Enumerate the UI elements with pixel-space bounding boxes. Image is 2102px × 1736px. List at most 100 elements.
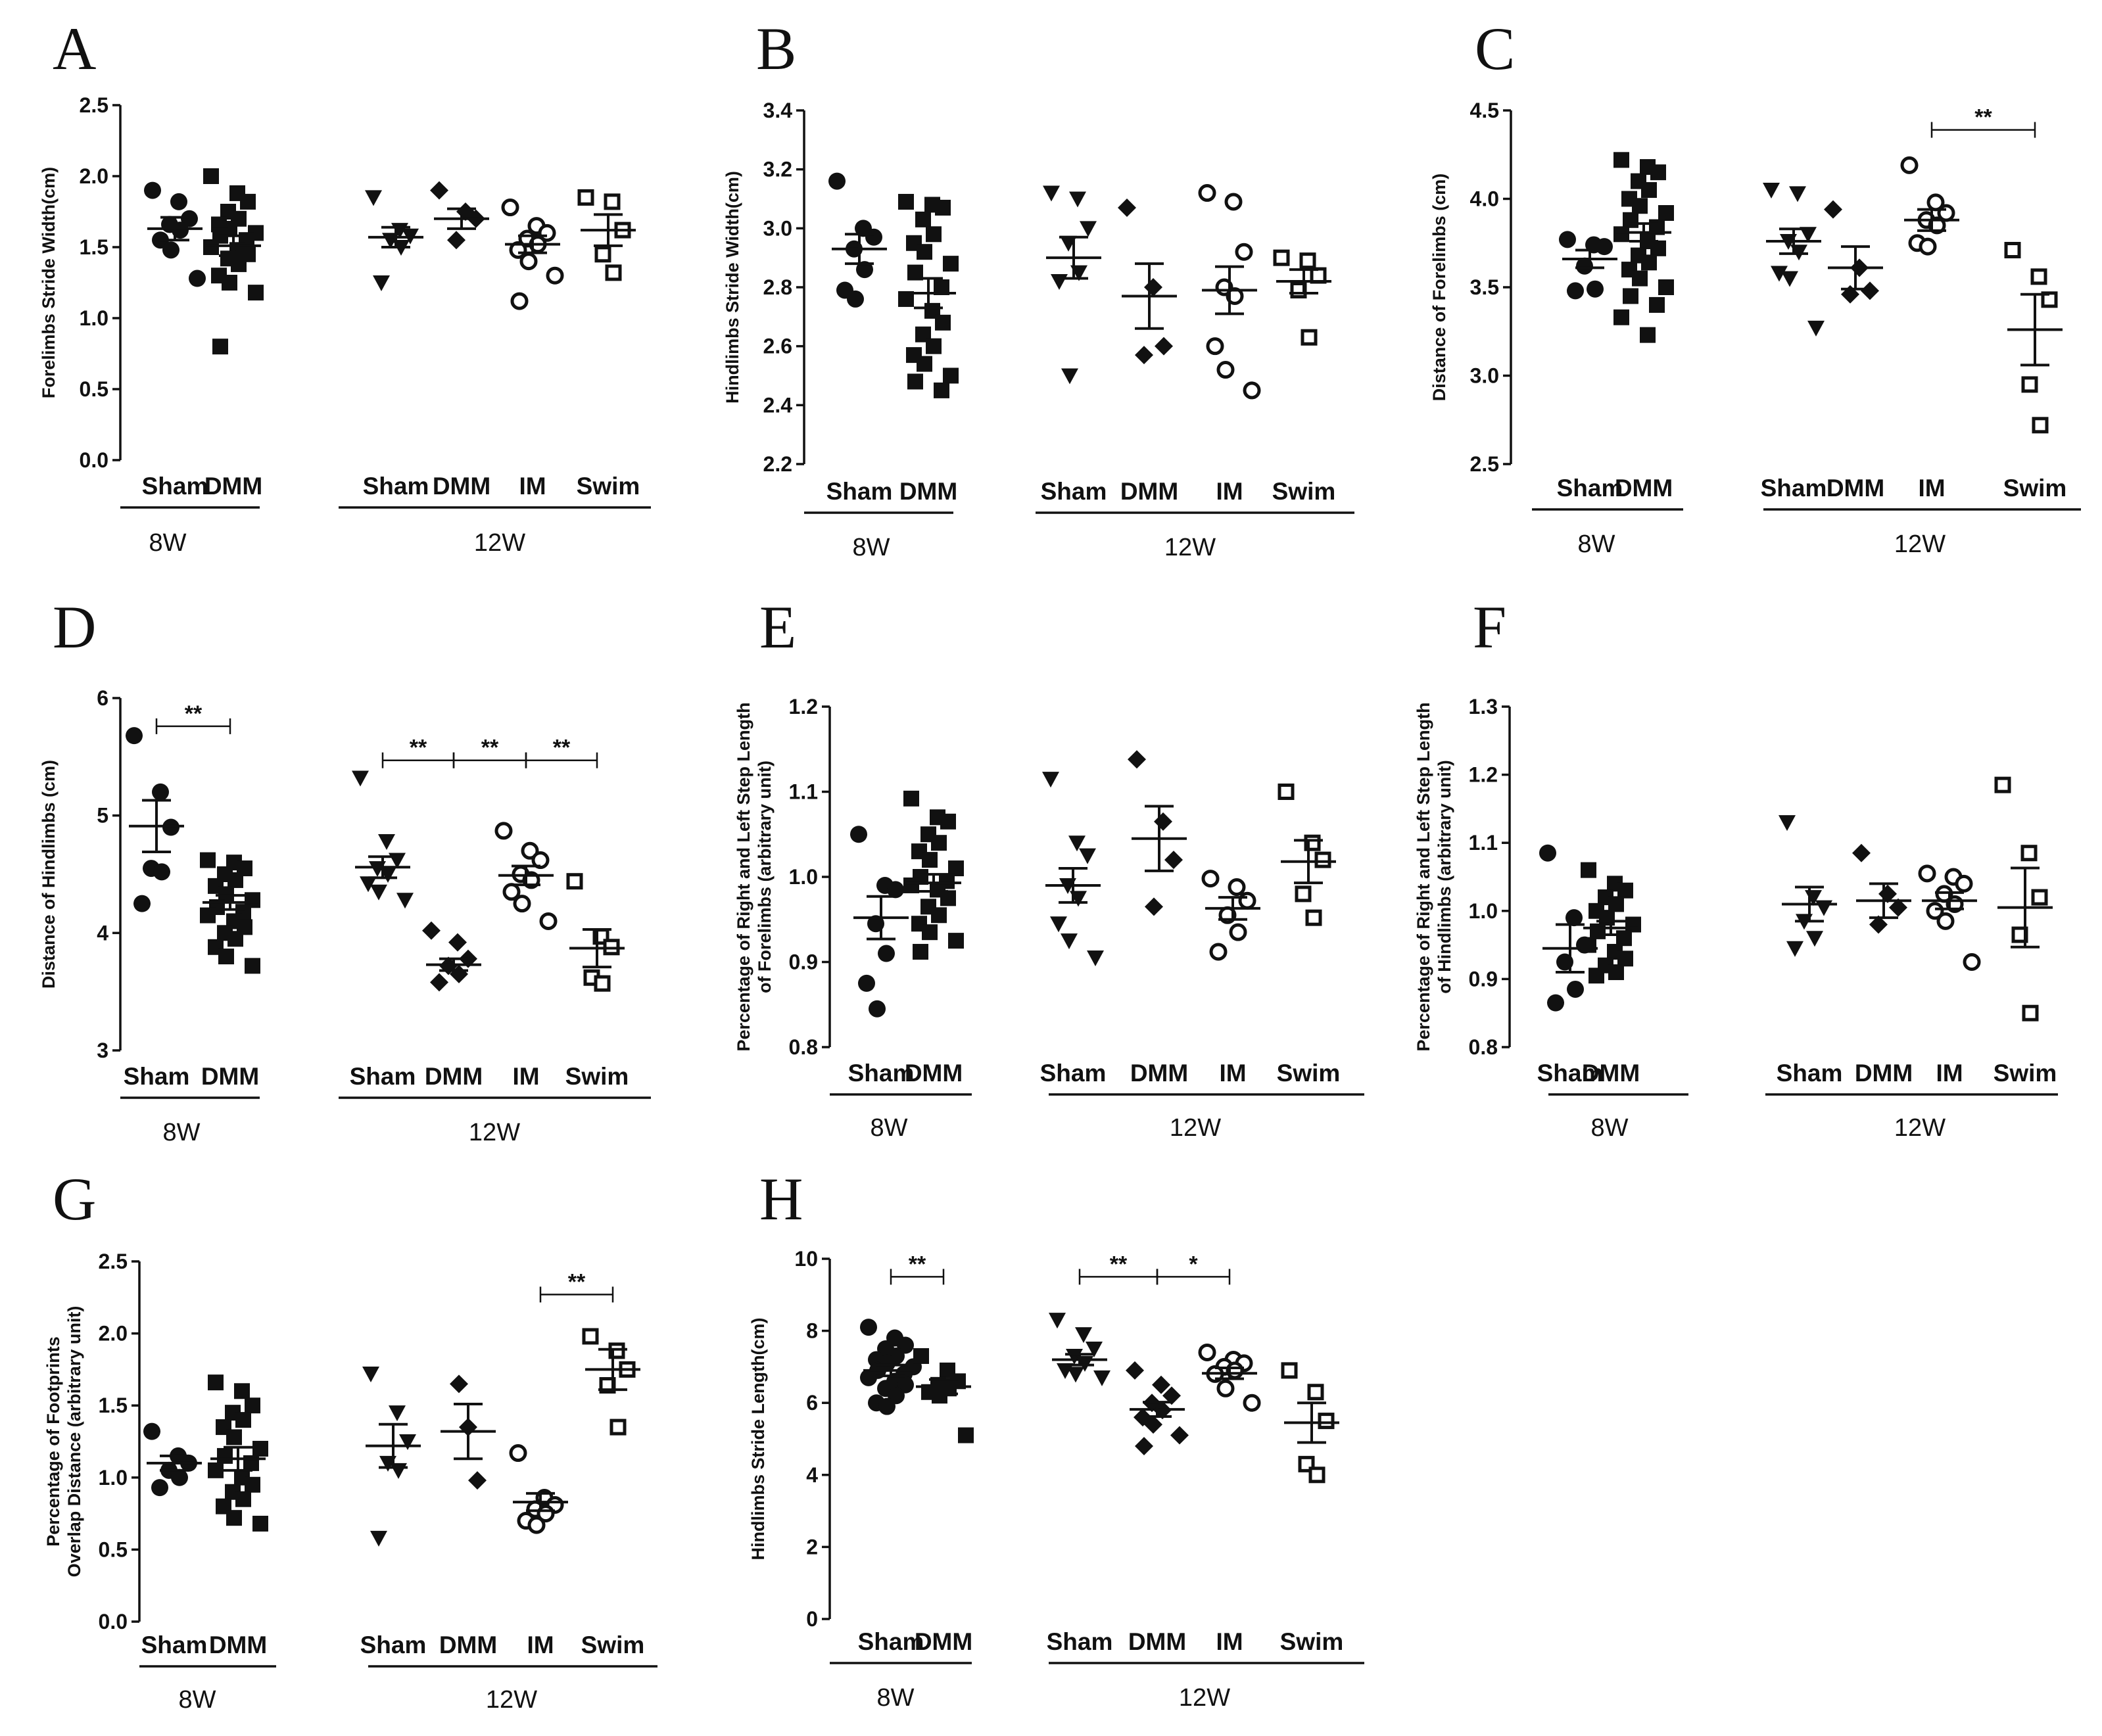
group-label: Swim [1994,1060,2057,1087]
series-swim-12w [566,873,625,992]
data-point [1919,237,1937,256]
group-label: IM [1936,1060,1963,1087]
data-point [1301,329,1318,346]
data-point [1658,279,1674,295]
y-tick-label: 3.2 [763,158,792,181]
group-label: Sham [1047,1628,1113,1655]
data-point [181,210,198,227]
data-point [248,285,264,301]
data-point [577,189,594,206]
data-point [509,1444,527,1463]
y-tick-label: 6 [97,686,108,710]
data-point [2021,376,2038,393]
series-im-12w [1900,156,1959,256]
data-point [1658,205,1674,222]
data-point [212,339,228,355]
panel-letter: C [1475,15,1515,82]
series-swim-12w [1994,776,2053,1021]
data-point [887,881,904,899]
significance-bracket: ** [1930,105,2036,138]
data-point [566,873,583,890]
group-label: Sham [1040,1060,1107,1087]
y-tick-label: 0.8 [789,1035,818,1059]
data-point [1305,909,1322,926]
data-point [1235,243,1253,261]
data-point [948,933,964,949]
group-label: Sham [1761,475,1827,502]
panel-b: B 2.2 2.4 2.6 2.8 3.0 3.2 3.4 Hindlimbs Stride W… [723,15,1354,561]
data-point [1295,885,1312,903]
group-label: DMM [433,473,490,500]
data-point [1617,950,1633,967]
group-label: Swim [1272,478,1336,505]
data-point [208,1374,224,1391]
group-label: DMM [1827,475,1884,502]
data-point [227,931,243,947]
data-point [227,872,243,888]
data-point [1162,1386,1181,1405]
significance-bracket: ** [381,736,455,768]
y-tick-label: 10 [794,1247,818,1271]
data-point [235,1412,251,1428]
data-point [1936,912,1955,930]
data-point [531,851,550,870]
data-point [1067,1367,1084,1383]
data-point [448,933,467,952]
data-point [1581,937,1596,953]
data-point [1596,238,1613,256]
data-point [430,181,448,200]
data-point [934,382,949,398]
data-point [217,1447,233,1464]
series-im-12w [494,822,558,930]
data-point [609,1419,627,1436]
group-label: DMM [425,1063,483,1090]
series-dmm-12w [1126,1361,1189,1455]
data-point [907,373,923,390]
data-point [360,876,377,893]
group-label: IM [527,1631,554,1658]
series-swim-12w [577,189,636,281]
data-point [1087,950,1104,967]
data-point [546,266,564,285]
age-label: 12W [1894,530,1946,558]
data-point [931,835,947,851]
data-point [1135,1436,1153,1455]
series-swim-12w [1281,1362,1339,1484]
data-point [519,252,538,271]
significance-bracket: ** [1078,1252,1158,1285]
data-point [2032,417,2049,434]
data-point [1599,910,1615,926]
series-dmm-12w [1118,198,1177,365]
series-dmm-12w [1852,843,1911,934]
y-tick-label: 3.0 [763,216,792,240]
group-label: Sham [1777,1060,1843,1087]
series-dmm-8w [1581,862,1641,984]
data-point [189,270,206,287]
data-point [1308,1466,1326,1484]
y-axis-label: Forelimbs Stride Width(cm) [39,167,59,398]
age-label: 8W [179,1686,216,1714]
data-point [203,239,219,255]
data-point [1632,198,1648,214]
data-point [847,290,864,308]
data-point [582,1328,599,1345]
data-point [450,1374,468,1394]
data-point [370,884,387,901]
panel-letter: H [759,1165,803,1232]
series-sham-8w [1559,231,1617,300]
group-label: IM [1216,478,1243,505]
data-point [373,275,390,291]
data-point [1781,271,1798,287]
significance-label: ** [1110,1252,1128,1277]
data-point [1061,933,1078,950]
data-point [1567,980,1584,998]
data-point [1126,1361,1144,1380]
group-label: Sham [124,1063,190,1090]
y-tick-label: 1.1 [1469,831,1498,855]
data-point [208,1462,224,1478]
y-tick-label: 0.8 [1469,1035,1498,1059]
group-label: DMM [1582,1060,1640,1087]
data-point [1050,916,1067,933]
y-tick-label: 2.2 [763,452,792,476]
panel-f: F 0.8 0.9 1.0 1.1 1.2 1.3 Percentage of Right a… [1414,594,2058,1142]
